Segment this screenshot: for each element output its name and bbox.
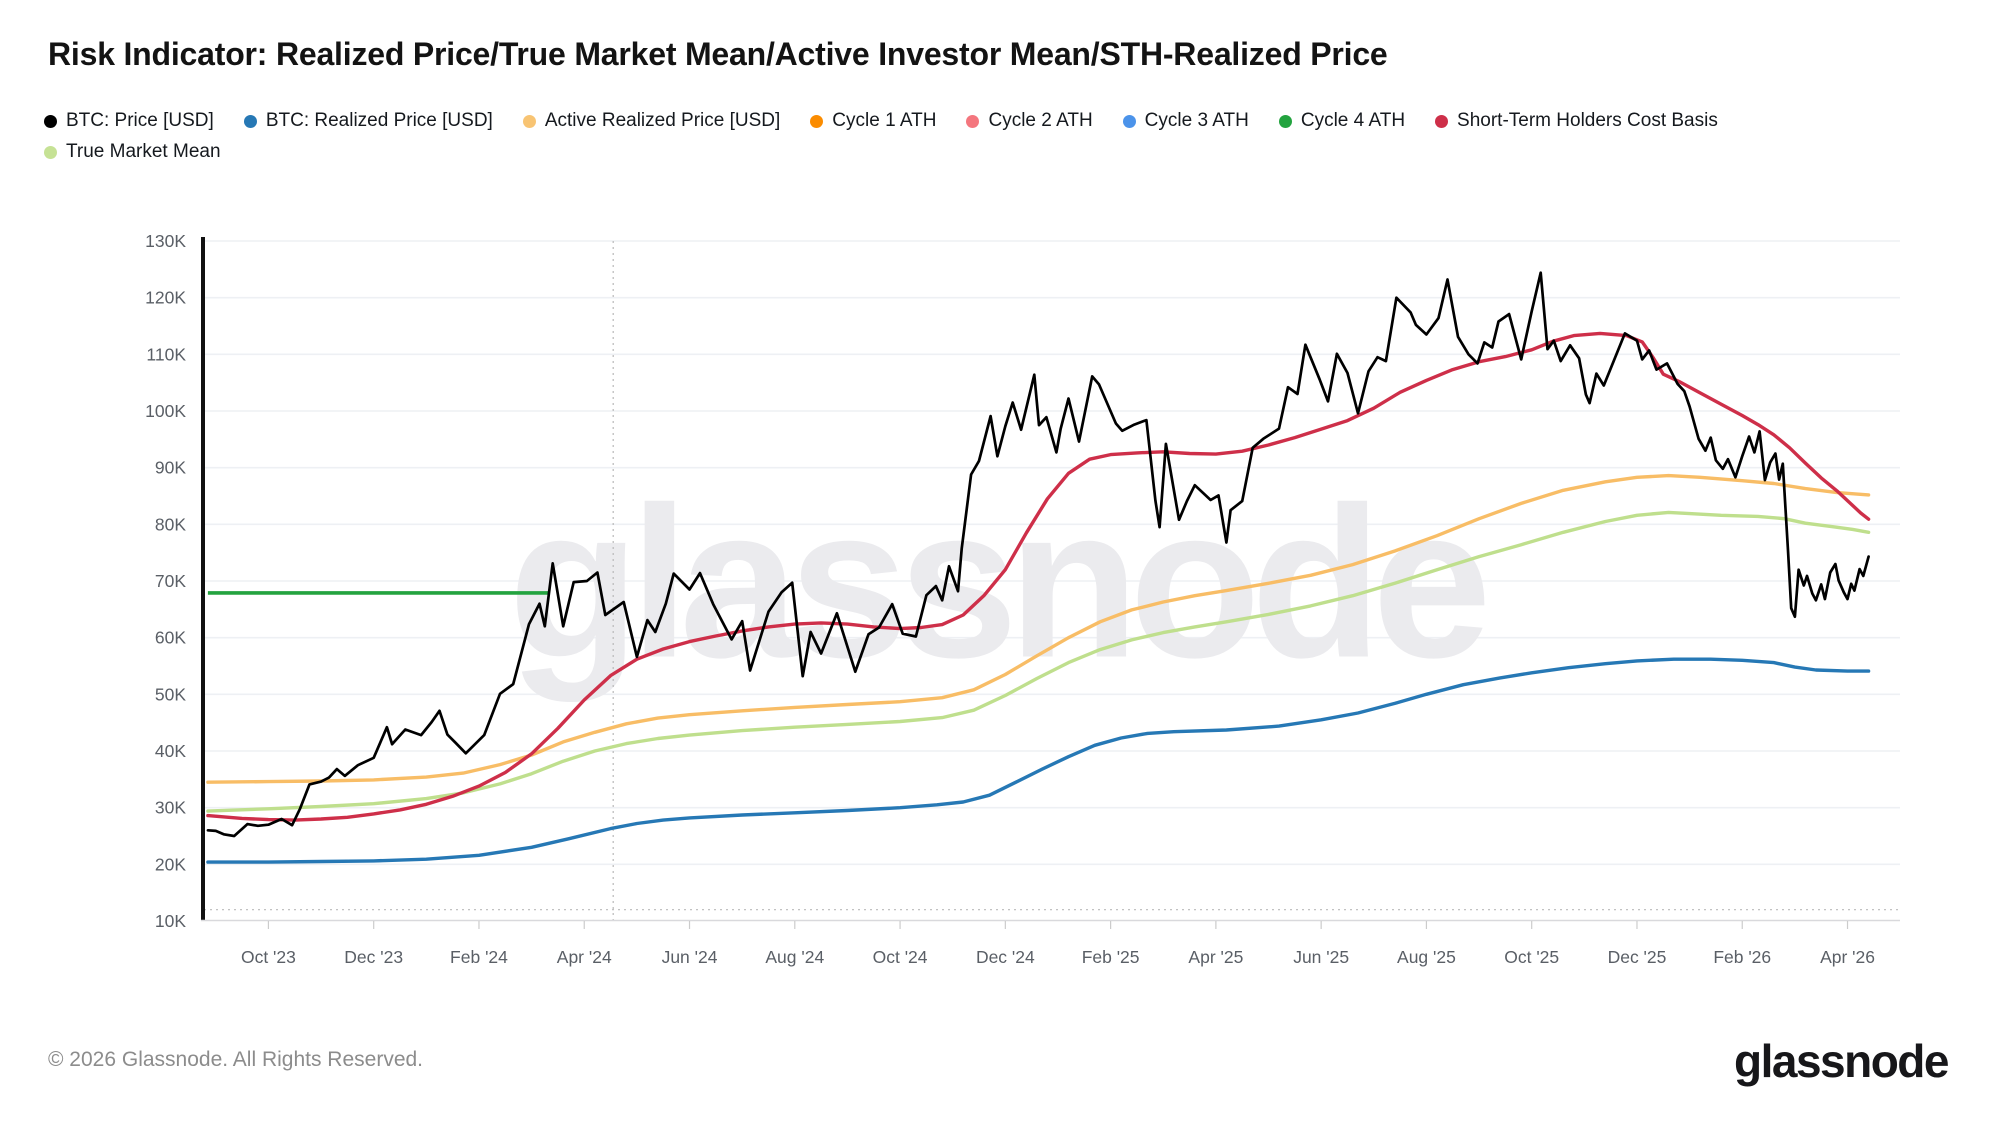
legend-color-dot	[44, 145, 57, 159]
y-tick-130K: 130K	[145, 231, 186, 251]
legend-label: Active Realized Price [USD]	[544, 110, 781, 131]
y-tick-70K: 70K	[155, 571, 186, 591]
legend-item-short-term-holders-cost-basis[interactable]: Short-Term Holders Cost Basis	[1435, 110, 1718, 132]
legend-color-dot	[522, 114, 536, 128]
y-tick-30K: 30K	[155, 798, 186, 818]
y-tick-60K: 60K	[155, 628, 186, 648]
legend-label: Short-Term Holders Cost Basis	[1457, 110, 1718, 131]
series-true-market-mean	[206, 510, 1871, 813]
legend-item-cycle-2-ath[interactable]: Cycle 2 ATH	[966, 110, 1093, 132]
legend-item-cycle-1-ath[interactable]: Cycle 1 ATH	[810, 110, 936, 132]
x-tick-Dec-24: Dec '24	[976, 947, 1035, 967]
x-tick-Oct-25: Oct '25	[1504, 947, 1559, 967]
y-tick-120K: 120K	[145, 288, 186, 308]
x-tick-Jun-25: Jun '25	[1293, 947, 1349, 967]
x-tick-Apr-24: Apr '24	[557, 947, 612, 967]
x-tick-Feb-26: Feb '26	[1713, 947, 1771, 967]
legend-color-dot	[243, 114, 257, 128]
legend-label: Cycle 2 ATH	[988, 110, 1093, 131]
legend-item-true-market-mean[interactable]: True Market Mean	[44, 141, 221, 163]
legend-item-btc-realized-price-usd[interactable]: BTC: Realized Price [USD]	[243, 110, 493, 132]
series-btc-price	[206, 271, 1870, 838]
series-realized-price	[206, 657, 1871, 864]
legend-item-active-realized-price-usd[interactable]: Active Realized Price [USD]	[522, 110, 781, 132]
x-tick-Apr-25: Apr '25	[1188, 947, 1243, 967]
x-tick-Jun-24: Jun '24	[662, 947, 718, 967]
legend-color-dot	[810, 114, 824, 128]
x-tick-Oct-24: Oct '24	[873, 947, 928, 967]
legend-item-btc-price-usd[interactable]: BTC: Price [USD]	[44, 110, 214, 132]
x-tick-Aug-25: Aug '25	[1397, 947, 1456, 967]
legend-color-dot	[1278, 114, 1292, 128]
x-tick-Oct-23: Oct '23	[241, 947, 296, 967]
x-tick-Feb-24: Feb '24	[450, 947, 508, 967]
x-tick-Dec-25: Dec '25	[1608, 947, 1667, 967]
y-tick-20K: 20K	[155, 854, 186, 874]
y-tick-80K: 80K	[155, 514, 186, 534]
legend-row-1: BTC: Price [USD] BTC: Realized Price [USD…	[44, 110, 1718, 132]
y-tick-90K: 90K	[155, 458, 186, 478]
legend-label: True Market Mean	[66, 141, 221, 162]
legend-color-dot	[1435, 114, 1449, 128]
x-tick-Aug-24: Aug '24	[765, 947, 824, 967]
series-active-realized-price	[206, 473, 1871, 784]
copyright-text: © 2026 Glassnode. All Rights Reserved.	[48, 1048, 424, 1071]
y-tick-40K: 40K	[155, 741, 186, 761]
legend-label: Cycle 1 ATH	[832, 110, 937, 131]
x-tick-Dec-23: Dec '23	[344, 947, 403, 967]
x-tick-Feb-25: Feb '25	[1082, 947, 1140, 967]
y-tick-50K: 50K	[155, 684, 186, 704]
y-tick-100K: 100K	[145, 401, 186, 421]
legend-color-dot	[44, 114, 57, 128]
glassnode-logo: glassnode	[1733, 1035, 1950, 1087]
legend-color-dot	[1122, 114, 1136, 128]
legend-item-cycle-3-ath[interactable]: Cycle 3 ATH	[1122, 110, 1249, 132]
page-title: Risk Indicator: Realized Price/True Mark…	[48, 36, 1388, 72]
legend-row-2: True Market Mean	[44, 141, 1718, 163]
legend: BTC: Price [USD] BTC: Realized Price [USD…	[44, 110, 1718, 163]
legend-label: BTC: Price [USD]	[66, 110, 214, 131]
series-sth-cost-basis	[206, 331, 1871, 822]
y-tick-110K: 110K	[146, 344, 186, 364]
legend-label: BTC: Realized Price [USD]	[265, 110, 493, 131]
legend-label: Cycle 4 ATH	[1300, 110, 1406, 131]
legend-item-cycle-4-ath[interactable]: Cycle 4 ATH	[1278, 110, 1406, 132]
legend-label: Cycle 3 ATH	[1144, 110, 1249, 131]
x-tick-Apr-26: Apr '26	[1820, 947, 1875, 967]
legend-color-dot	[966, 114, 980, 128]
y-tick-10K: 10K	[155, 911, 186, 931]
